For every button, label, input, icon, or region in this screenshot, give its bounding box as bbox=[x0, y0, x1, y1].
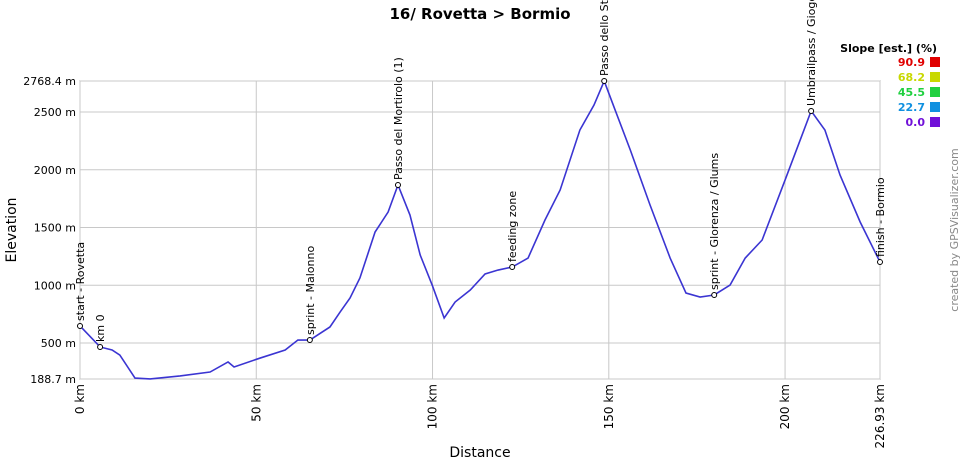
waypoint-label: feeding zone bbox=[506, 191, 519, 262]
waypoint-label: Passo del Mortirolo (1) bbox=[392, 57, 405, 180]
waypoint-label: start - Rovetta bbox=[74, 242, 87, 321]
legend-swatch bbox=[930, 87, 940, 97]
waypoint-marker bbox=[97, 343, 104, 350]
y-tick-label: 1500 m bbox=[34, 222, 76, 235]
waypoint-label: km 0 bbox=[94, 314, 107, 342]
y-tick-label: 2768.4 m bbox=[23, 75, 76, 88]
y-tick-label: 188.7 m bbox=[30, 373, 76, 386]
credit: created by GPSVisualizer.com bbox=[948, 148, 960, 311]
legend-title: Slope [est.] (%) bbox=[840, 42, 937, 55]
x-tick-label: 150 km bbox=[602, 384, 616, 429]
waypoint-marker bbox=[808, 107, 815, 114]
y-tick-label: 2500 m bbox=[34, 106, 76, 119]
legend-value: 22.7 bbox=[898, 101, 925, 114]
x-tick-label: 200 km bbox=[778, 384, 792, 429]
y-tick-label: 500 m bbox=[41, 337, 76, 350]
legend-swatch bbox=[930, 72, 940, 82]
elevation-line bbox=[79, 78, 881, 380]
legend-swatch bbox=[930, 117, 940, 127]
x-axis-title: Distance bbox=[449, 445, 510, 460]
legend-value: 0.0 bbox=[906, 116, 926, 129]
waypoint-marker bbox=[711, 291, 718, 298]
waypoint-marker bbox=[77, 322, 83, 329]
legend-value: 45.5 bbox=[898, 86, 925, 99]
waypoint-marker bbox=[601, 78, 608, 85]
legend-value: 90.9 bbox=[898, 56, 925, 69]
chart-title: 16/ Rovetta > Bormio bbox=[389, 5, 570, 23]
y-tick-label: 1000 m bbox=[34, 279, 76, 292]
waypoint-label: Umbrailpass / Giogo bbox=[805, 0, 818, 106]
legend-swatch bbox=[930, 57, 940, 67]
waypoint-label: sprint - Glorenza / Glums bbox=[708, 153, 721, 290]
x-tick-label: 100 km bbox=[426, 384, 440, 429]
legend-swatch bbox=[930, 102, 940, 112]
plot-area bbox=[79, 80, 881, 380]
waypoint-marker bbox=[306, 337, 313, 344]
waypoint-label: Passo dello Stelvio bbox=[598, 0, 611, 76]
waypoint-marker bbox=[509, 264, 516, 271]
waypoint-marker bbox=[877, 259, 883, 266]
x-tick-label: 0 km bbox=[73, 384, 87, 414]
waypoint-marker bbox=[394, 182, 401, 189]
x-tick-label: 50 km bbox=[249, 384, 263, 422]
waypoint-label: sprint - Malonno bbox=[304, 246, 317, 336]
y-axis-title: Elevation bbox=[4, 197, 20, 262]
x-tick-label: 226.93 km bbox=[873, 384, 887, 448]
y-tick-label: 2000 m bbox=[34, 164, 76, 177]
waypoint-label: finish - Bormio bbox=[874, 177, 887, 257]
legend-value: 68.2 bbox=[898, 71, 925, 84]
